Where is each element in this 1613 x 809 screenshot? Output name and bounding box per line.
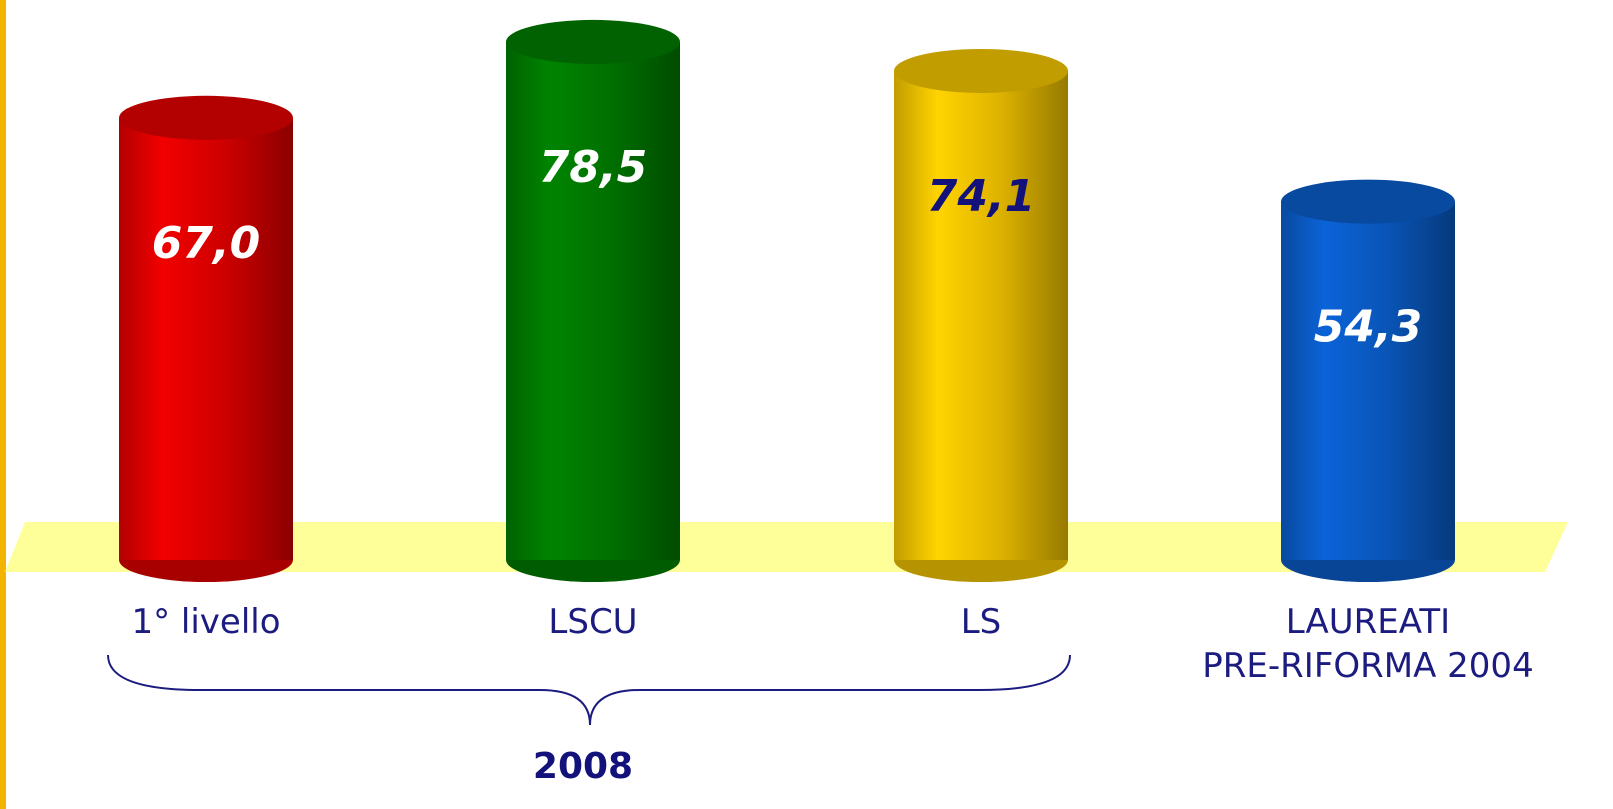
value-label: 67,0 <box>152 218 261 269</box>
bar <box>506 41 680 560</box>
group-label: 2008 <box>533 746 633 787</box>
bar <box>119 117 293 561</box>
category-label: LS <box>960 602 1002 642</box>
bar-top <box>119 95 293 140</box>
bar <box>1281 201 1455 560</box>
bar-top <box>894 48 1068 93</box>
left-edge <box>0 0 6 809</box>
value-label: 54,3 <box>1314 302 1423 353</box>
category-label: LSCU <box>548 602 638 642</box>
bar-top <box>1281 179 1455 224</box>
category-label: 1° livello <box>131 602 281 642</box>
floor <box>5 522 1568 572</box>
bar <box>894 70 1068 560</box>
brace <box>107 654 1071 726</box>
category-label: LAUREATI PRE-RIFORMA 2004 <box>1202 602 1534 686</box>
bar-top <box>506 19 680 64</box>
value-label: 78,5 <box>539 142 648 193</box>
value-label: 74,1 <box>927 171 1036 222</box>
